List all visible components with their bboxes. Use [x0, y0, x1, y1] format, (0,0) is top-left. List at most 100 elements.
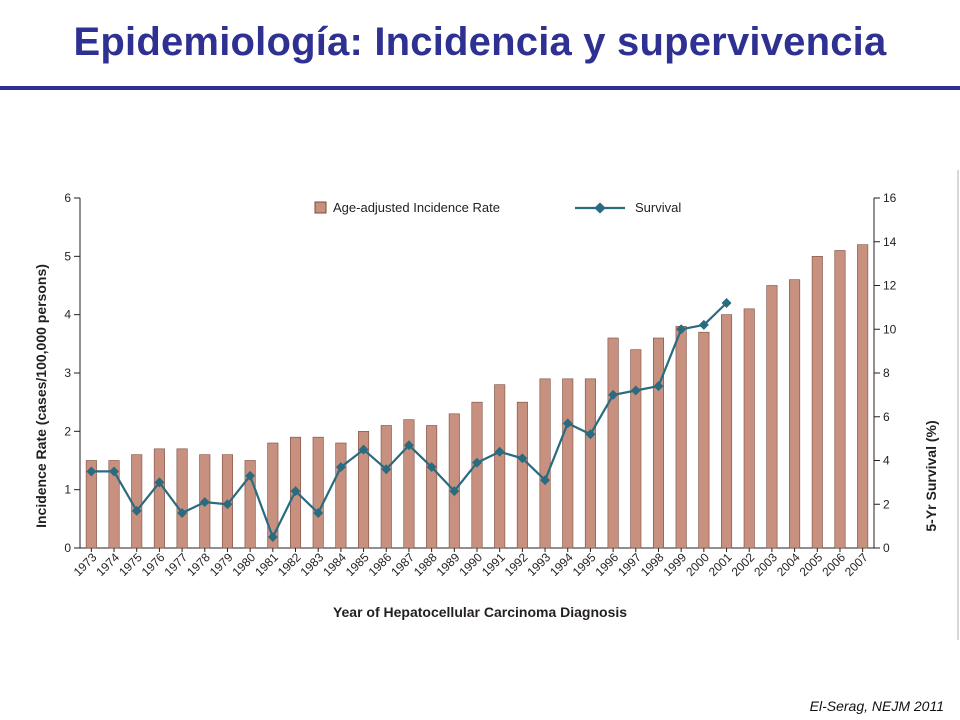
survival-point: [358, 444, 369, 455]
x-tick-label: 2005: [797, 550, 826, 579]
y-tick-label: 4: [64, 308, 71, 322]
incidence-bar: [471, 401, 483, 549]
survival-point: [562, 418, 573, 429]
survival-point: [517, 453, 528, 464]
incidence-bar: [766, 285, 778, 549]
survival-point: [585, 429, 596, 440]
incidence-bar: [584, 378, 596, 549]
x-tick-label: 1986: [366, 550, 395, 579]
x-tick-label: 2002: [729, 550, 758, 579]
x-tick-label: 1989: [434, 550, 463, 579]
x-tick-label: 1996: [592, 550, 621, 579]
survival-point: [381, 464, 392, 475]
y-tick-label: 0: [64, 541, 71, 555]
incidence-bar: [426, 425, 438, 549]
incidence-bar: [743, 308, 755, 549]
x-tick-label: 1984: [320, 550, 349, 579]
survival-point: [472, 457, 482, 468]
x-tick-label: 1998: [638, 550, 667, 579]
incidence-bar: [153, 448, 165, 549]
incidence-bar: [494, 384, 506, 549]
incidence-bar: [562, 378, 574, 549]
x-tick-label: 1999: [661, 550, 690, 579]
x-tick-label: 2003: [751, 550, 780, 579]
incidence-bar: [131, 454, 143, 549]
survival-point: [721, 298, 732, 308]
x-tick-label: 1983: [298, 550, 327, 579]
chart-panel: 0 1 2 3 4 5 6 0 2 4 6 8 10 12 14 16 1973 1974 1975 1976 197…: [30, 172, 958, 638]
survival-point: [199, 497, 210, 508]
x-tick-label: 1979: [207, 550, 236, 579]
x-tick-labels: 1973197419751976197719781979198019811982…: [71, 548, 871, 579]
x-tick-label: 2000: [683, 550, 712, 579]
y2-tick-label: 2: [883, 497, 890, 511]
incidence-bar: [811, 256, 823, 549]
y2-tick-label: 6: [883, 410, 890, 424]
y-tick-label: 1: [64, 483, 71, 497]
x-tick-label: 1987: [388, 550, 417, 579]
survival-point: [653, 381, 664, 392]
survival-point: [676, 324, 687, 335]
y2-tick-label: 12: [883, 279, 897, 293]
survival-point: [608, 389, 619, 400]
incidence-bar: [335, 442, 347, 549]
citation: El-Serag, NEJM 2011: [809, 698, 944, 714]
x-tick-label: 2007: [842, 550, 871, 579]
incidence-bar: [380, 425, 392, 549]
title-divider: [0, 86, 960, 90]
x-tick-label: 2006: [819, 550, 848, 579]
x-tick-label: 1994: [547, 550, 576, 579]
x-tick-label: 1976: [139, 550, 168, 579]
incidence-bar: [675, 326, 687, 549]
survival-point: [494, 446, 505, 457]
y-tick-label: 3: [64, 366, 71, 380]
y2-axis-label: 5-Yr Survival (%): [923, 420, 939, 531]
x-tick-label: 1990: [456, 550, 485, 579]
x-tick-label: 1991: [479, 550, 508, 579]
y-axis-label: Incidence Rate (cases/100,000 persons): [33, 264, 49, 528]
x-axis-label: Year of Hepatocellular Carcinoma Diagnos…: [333, 604, 627, 620]
survival-point: [403, 440, 414, 451]
x-tick-label: 1980: [229, 550, 258, 579]
incidence-bar: [176, 448, 188, 549]
incidence-bar: [630, 349, 642, 549]
slide-title: Epidemiología: Incidencia y supervivenci…: [73, 20, 887, 64]
y-tick-label: 5: [64, 249, 71, 263]
y2-tick-label: 16: [883, 191, 897, 205]
x-tick-label: 1988: [411, 550, 440, 579]
x-tick-label: 1974: [93, 550, 122, 579]
survival-point: [245, 470, 256, 481]
incidence-bar: [834, 250, 846, 549]
incidence-bar: [539, 378, 551, 549]
incidence-bar: [857, 244, 869, 549]
x-tick-label: 2004: [774, 550, 803, 579]
x-tick-label: 1975: [116, 550, 145, 579]
x-tick-label: 1993: [524, 550, 553, 579]
x-tick-label: 1997: [615, 550, 644, 579]
survival-point: [335, 462, 346, 473]
incidence-bar: [312, 436, 324, 549]
x-tick-label: 1981: [252, 550, 281, 579]
incidence-bar: [516, 401, 528, 549]
survival-point: [426, 462, 437, 473]
y-tick-label: 2: [64, 424, 71, 438]
survival-point: [630, 385, 641, 396]
survival-point: [449, 486, 460, 497]
survival-point: [222, 499, 233, 510]
y2-tick-label: 10: [883, 322, 897, 336]
incidence-bar: [721, 314, 733, 549]
legend-line-marker: [594, 202, 606, 214]
y-tick-label: 6: [64, 191, 71, 205]
x-tick-label: 1973: [71, 550, 100, 579]
legend-bar-swatch: [314, 201, 327, 214]
y2-tick-label: 4: [883, 454, 890, 468]
incidence-bar: [789, 279, 801, 549]
x-tick-label: 1995: [570, 550, 599, 579]
incidence-bar: [448, 413, 460, 549]
x-tick-label: 1982: [275, 550, 304, 579]
x-tick-label: 2001: [706, 550, 735, 579]
incidence-bar: [652, 337, 665, 549]
legend-bar-label: Age-adjusted Incidence Rate: [333, 200, 500, 215]
x-tick-label: 1985: [343, 550, 372, 579]
